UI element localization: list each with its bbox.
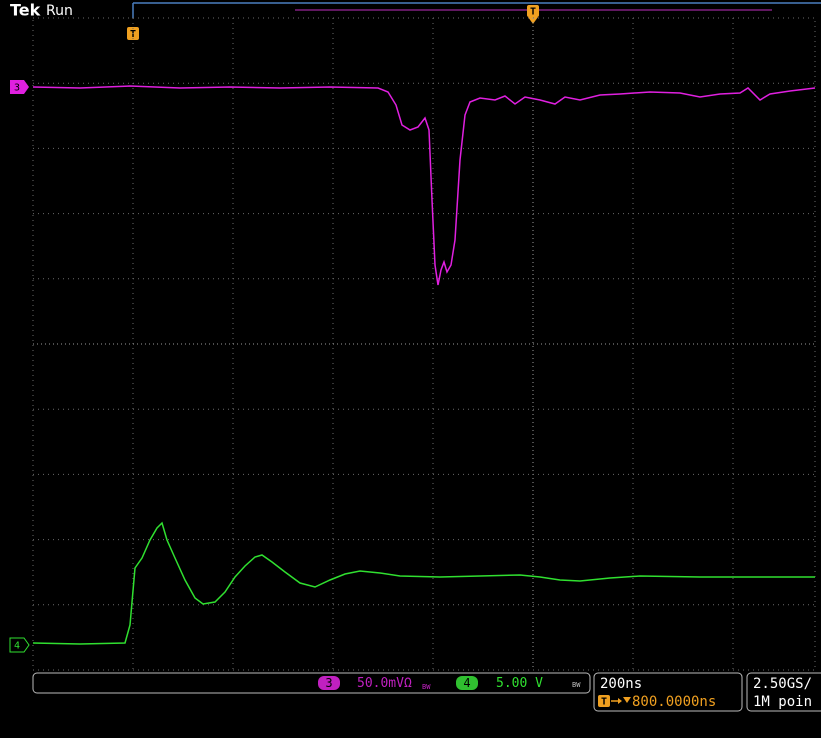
trigger-letter: T <box>530 7 536 18</box>
trigger-icon-badge <box>598 695 610 707</box>
ch4-badge-label: 4 <box>463 676 470 690</box>
brand: Tek <box>10 1 41 20</box>
trigger-pos-letter: T <box>130 29 136 40</box>
ch4-marker-label: 4 <box>14 641 20 652</box>
trigger-arrow-head <box>618 698 622 704</box>
ch4-bandwidth: BW <box>572 681 581 689</box>
ch4-badge[interactable] <box>456 676 478 690</box>
ch3-scale[interactable]: 50.0mVΩ <box>357 676 412 691</box>
trigger-marker-top: T <box>527 5 539 24</box>
trigger-arrow <box>528 17 538 24</box>
ch3-marker-shape <box>10 80 29 94</box>
timebase-scale: 200ns <box>600 676 642 692</box>
record-length: 1M poin <box>753 694 812 710</box>
channel-bar <box>32 672 591 694</box>
graticule <box>32 17 816 671</box>
ch4-marker-shape <box>9 637 30 653</box>
trigger-position: 800.0000ns <box>632 694 716 710</box>
trigger-icon: T <box>601 697 607 708</box>
graticule-border <box>32 17 816 671</box>
run-status: Run <box>46 3 73 19</box>
ch3-waveform <box>32 85 816 286</box>
ch3-marker: 3 <box>10 80 29 94</box>
timebase-box[interactable] <box>593 672 743 712</box>
ch3-marker-label: 3 <box>14 83 20 94</box>
ch3-badge[interactable] <box>318 676 340 690</box>
ch3-badge-label: 3 <box>325 676 332 690</box>
acquisition-box[interactable] <box>746 672 821 712</box>
ch4-marker: 4 <box>9 637 30 653</box>
ch3-bandwidth: BW <box>422 683 431 691</box>
ch4-waveform <box>32 521 815 645</box>
trigger-badge <box>527 5 539 17</box>
sample-rate: 2.50GS/ <box>753 676 812 692</box>
ch4-scale[interactable]: 5.00 V <box>496 676 543 691</box>
trigger-down-arrow <box>623 697 631 703</box>
